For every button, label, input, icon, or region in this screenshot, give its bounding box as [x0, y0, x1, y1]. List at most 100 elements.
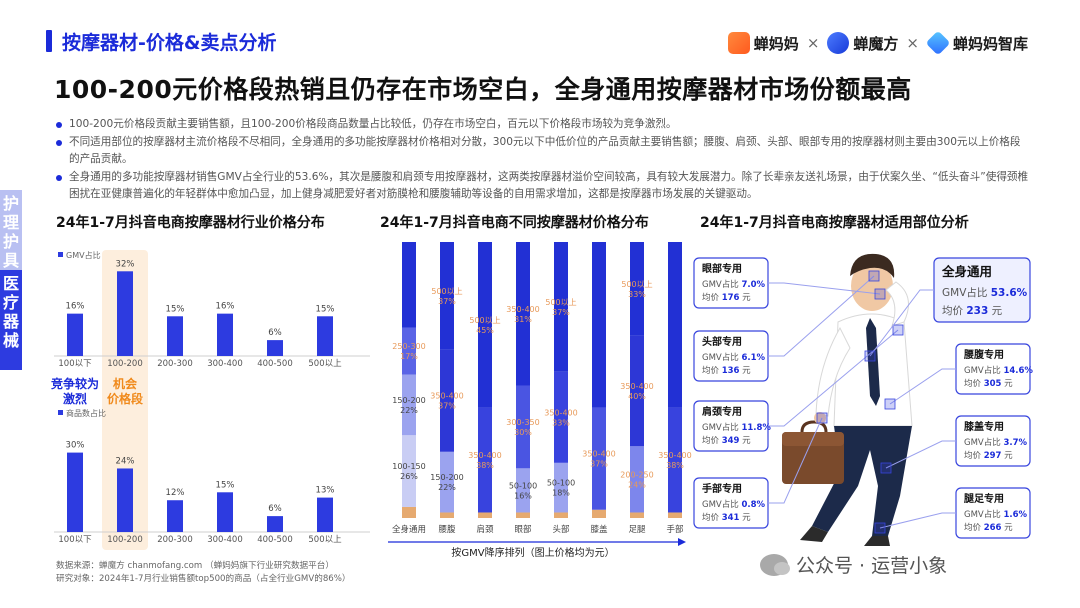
segment-range-label: 50-100	[509, 481, 537, 490]
watermark-text: 公众号 · 运营小象	[796, 555, 948, 577]
segment-pct-label: 17%	[400, 352, 418, 361]
segment-range-label: 350-400	[506, 305, 539, 314]
stack-segment-7-8	[668, 242, 682, 408]
brand-chanmama: 蝉妈妈	[727, 32, 799, 54]
callout-gmv: GMV占比 11.8%	[702, 422, 771, 433]
category-label: 腰腹	[438, 524, 456, 535]
stack-segment-2-6	[478, 407, 492, 513]
callout-price: 均价 297 元	[964, 450, 1013, 461]
callout-title: 全身通用	[941, 264, 992, 279]
segment-pct-label: 37%	[438, 297, 456, 306]
bar-value-label: 6%	[268, 504, 282, 514]
bar-count-0	[67, 452, 83, 532]
category-label: 手部	[666, 524, 684, 535]
category-label: 膝盖	[590, 524, 608, 535]
footnote-scope: 研究对象：2024年1-7月行业销售额top500的商品（占全行业GMV的86%…	[56, 574, 351, 584]
segment-pct-label: 33%	[552, 418, 570, 427]
segment-pct-label: 37%	[590, 460, 608, 469]
callout-price: 均价 341 元	[702, 512, 751, 523]
stack-segment-2-8	[478, 242, 492, 408]
legend-swatch	[58, 410, 63, 415]
stack-segment-6-0	[630, 512, 644, 518]
sort-arrow-head	[678, 538, 686, 546]
stack-segment-0-4	[402, 327, 416, 375]
category-label: 500以上	[308, 359, 342, 369]
legend-swatch	[58, 252, 63, 257]
stack-segment-4-2	[554, 462, 568, 513]
wechat-icon	[760, 553, 790, 576]
page-headline: 100-200元价格段热销且仍存在市场空白，全身通用按摩器材市场份额最高	[54, 75, 912, 104]
segment-range-label: 350-400	[430, 392, 463, 401]
segment-pct-label: 22%	[400, 406, 418, 415]
callout-connector	[879, 512, 956, 529]
stack-segment-6-7	[630, 335, 644, 447]
stack-segment-0-0	[402, 506, 416, 518]
bar-value-label: 32%	[116, 259, 135, 269]
category-label: 眼部	[514, 524, 532, 535]
target-marker	[884, 398, 896, 410]
bar-gmv-0	[67, 313, 83, 356]
section-title: 按摩器材-价格&卖点分析	[62, 32, 277, 54]
bar-value-label: 15%	[166, 304, 185, 314]
callout-title: 眼部专用	[702, 262, 742, 275]
bar-value-label: 13%	[316, 486, 335, 496]
bar-value-label: 15%	[316, 304, 335, 314]
segment-pct-label: 26%	[400, 472, 418, 481]
segment-pct-label: 18%	[552, 489, 570, 498]
callout-price: 均价 349 元	[702, 435, 751, 446]
segment-range-label: 150-200	[392, 396, 425, 405]
category-label: 足腿	[628, 525, 646, 535]
left-panel-title: 24年1-7月抖音电商按摩器材行业价格分布	[56, 215, 325, 231]
bar-value-label: 24%	[116, 456, 135, 466]
zhiku-logo-icon	[925, 30, 951, 56]
category-label: 200-300	[157, 535, 193, 545]
chanmofang-logo-icon	[827, 32, 850, 54]
callout-connector	[768, 282, 881, 295]
side-tabs: 护理护具 医疗器械	[0, 190, 22, 370]
watermark: 公众号 · 运营小象	[760, 551, 947, 578]
right-panel-title: 24年1-7月抖音电商按摩器材适用部位分析	[700, 215, 969, 231]
segment-pct-label: 31%	[514, 315, 532, 324]
segment-range-label: 150-200	[430, 473, 463, 482]
segment-pct-label: 24%	[628, 480, 646, 489]
top-bar: 按摩器材-价格&卖点分析 蝉妈妈 × 蝉魔方 × 蝉妈妈智库	[0, 0, 1080, 64]
category-label: 肩颈	[476, 524, 494, 535]
target-marker	[864, 350, 876, 362]
stack-segment-4-6	[554, 371, 568, 463]
bar-count-3	[217, 492, 233, 532]
stack-segment-0-2	[402, 374, 416, 436]
price-distribution-chart: GMV占比 16% 100以下 32% 100-200 15% 200-300 16% 300-…	[51, 250, 370, 550]
category-label: 400-500	[257, 359, 293, 369]
category-label: 300-400	[207, 535, 243, 545]
category-label: 100-200	[107, 535, 143, 545]
businessman-illustration	[782, 253, 913, 546]
opportunity-highlight	[102, 250, 148, 550]
callout-gmv: GMV占比 0.8%	[702, 499, 765, 510]
bar-gmv-3	[217, 313, 233, 356]
side-tab-nursing[interactable]: 护理护具	[0, 190, 22, 270]
bar-value-label: 16%	[66, 302, 85, 312]
bullet-item: 全身通用的多功能按摩器材销售GMV占全行业的53.6%，其次是腰腹和肩颈专用按摩…	[56, 169, 1030, 204]
callout-title: 手部专用	[702, 482, 742, 495]
bar-count-5	[317, 497, 333, 532]
callout-title: 腰腹专用	[963, 348, 1004, 361]
callout-title: 膝盖专用	[964, 420, 1004, 433]
category-label: 100-200	[107, 359, 143, 369]
middle-panel-title: 24年1-7月抖音电商不同按摩器材价格分布	[380, 215, 649, 231]
target-marker	[874, 522, 886, 534]
stack-segment-3-5	[516, 385, 530, 469]
stack-segment-7-0	[668, 512, 682, 518]
brand-chanmofang: 蝉魔方	[827, 32, 898, 54]
bullet-item: 不同适用部位的按摩器材主流价格段不尽相同，全身通用的多功能按摩器材价格相对分散，…	[56, 134, 1030, 169]
segment-range-label: 500以上	[469, 316, 500, 325]
segment-range-label: 50-100	[547, 479, 575, 488]
stack-segment-1-2	[440, 451, 454, 513]
target-marker	[892, 324, 904, 336]
segment-pct-label: 30%	[514, 428, 532, 437]
side-tab-medical[interactable]: 医疗器械	[0, 270, 22, 370]
stacked-price-chart: 100-15026%150-20022%250-30017%全身通用150-20…	[388, 242, 692, 559]
bar-gmv-1	[117, 271, 133, 356]
callout-connector	[768, 329, 899, 427]
callout-gmv: GMV占比 7.0%	[702, 279, 765, 290]
bar-value-label: 16%	[216, 302, 235, 312]
